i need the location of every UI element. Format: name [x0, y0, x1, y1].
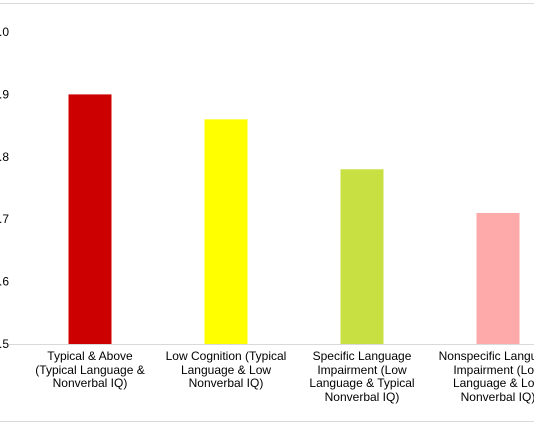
bar: [476, 212, 520, 344]
y-tick-label: .8: [0, 150, 9, 164]
bar: [68, 94, 112, 345]
bars: [68, 94, 520, 345]
frame-top-border: [0, 3, 534, 4]
y-tick-label: .9: [0, 87, 9, 101]
bar: [204, 119, 248, 344]
bar: [340, 169, 384, 344]
x-category-label: Specific Language Impairment (Low Langua…: [309, 349, 415, 404]
x-category-label: Low Cognition (Typical Language & Low No…: [165, 349, 287, 390]
y-tick-label: 1.0: [0, 25, 9, 39]
x-category-label: Nonspecific Language Impairment (Low Lan…: [438, 349, 534, 404]
y-axis-tick-labels: .5 .6 .7 .8 .9 1.0: [0, 25, 9, 351]
frame-bottom-border: [0, 421, 534, 422]
x-category-label: Typical & Above (Typical Language & Nonv…: [35, 349, 145, 390]
y-tick-label: .5: [0, 337, 9, 351]
y-tick-label: .7: [0, 212, 9, 226]
y-tick-label: .6: [0, 275, 9, 289]
